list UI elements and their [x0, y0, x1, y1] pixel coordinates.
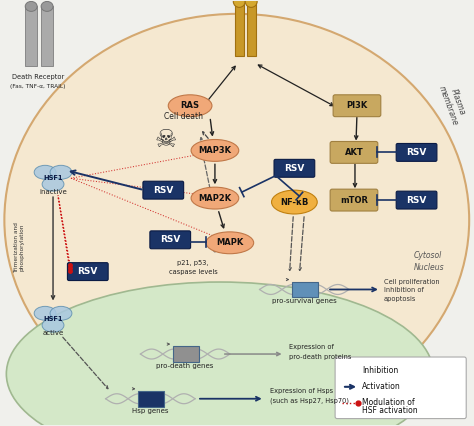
Text: Cell death: Cell death — [164, 112, 203, 121]
Text: p21, p53,: p21, p53, — [177, 260, 209, 266]
Text: (such as Hsp27, Hsp70): (such as Hsp27, Hsp70) — [270, 398, 348, 404]
Ellipse shape — [206, 232, 254, 254]
Text: HSF activation: HSF activation — [362, 406, 418, 415]
Bar — [173, 346, 199, 362]
Text: AKT: AKT — [345, 148, 364, 157]
Text: Hsp genes: Hsp genes — [132, 408, 169, 414]
Bar — [235, 1, 244, 56]
FancyBboxPatch shape — [396, 144, 437, 161]
Text: Death Receptor: Death Receptor — [12, 74, 64, 80]
Text: MAP3K: MAP3K — [199, 146, 231, 155]
FancyBboxPatch shape — [330, 189, 378, 211]
Ellipse shape — [50, 306, 72, 320]
Text: pro-death proteins: pro-death proteins — [290, 354, 352, 360]
Ellipse shape — [245, 0, 257, 7]
Ellipse shape — [34, 165, 56, 179]
Text: RAS: RAS — [181, 101, 200, 110]
Text: Activation: Activation — [362, 382, 401, 391]
Text: Plasma
membrane: Plasma membrane — [437, 81, 470, 127]
Ellipse shape — [191, 187, 239, 209]
Text: Cytosol: Cytosol — [414, 250, 442, 260]
Ellipse shape — [50, 165, 72, 179]
Ellipse shape — [191, 139, 239, 161]
Text: MAP2K: MAP2K — [198, 193, 231, 203]
FancyBboxPatch shape — [333, 95, 381, 117]
FancyBboxPatch shape — [330, 141, 378, 163]
Bar — [292, 282, 318, 297]
Text: pro-survival genes: pro-survival genes — [272, 298, 337, 305]
FancyBboxPatch shape — [274, 159, 315, 177]
Bar — [41, 6, 53, 66]
Text: apoptosis: apoptosis — [384, 296, 416, 302]
FancyBboxPatch shape — [396, 191, 437, 209]
Text: active: active — [42, 330, 64, 336]
Ellipse shape — [42, 318, 64, 332]
Text: Nucleus: Nucleus — [414, 262, 444, 272]
Text: RSV: RSV — [406, 196, 427, 204]
Text: HSF1: HSF1 — [43, 316, 63, 322]
FancyBboxPatch shape — [143, 181, 183, 199]
Ellipse shape — [42, 177, 64, 191]
FancyBboxPatch shape — [67, 263, 108, 281]
Bar — [25, 6, 37, 66]
Ellipse shape — [272, 190, 317, 214]
Text: pro-death genes: pro-death genes — [156, 363, 214, 369]
Text: Modulation of: Modulation of — [362, 398, 415, 407]
Ellipse shape — [168, 95, 212, 117]
Text: PI3K: PI3K — [346, 101, 367, 110]
Text: Cell proliferation: Cell proliferation — [384, 279, 439, 285]
Text: RSV: RSV — [406, 148, 427, 157]
Text: RSV: RSV — [78, 267, 98, 276]
Ellipse shape — [34, 306, 56, 320]
Bar — [246, 1, 255, 56]
Text: RSV: RSV — [160, 235, 181, 245]
Text: RSV: RSV — [153, 186, 173, 195]
Text: NF-κB: NF-κB — [280, 198, 309, 207]
Text: caspase levels: caspase levels — [169, 268, 218, 275]
Ellipse shape — [233, 0, 245, 7]
FancyBboxPatch shape — [150, 231, 191, 249]
Text: mTOR: mTOR — [340, 196, 368, 204]
Text: Inhibition: Inhibition — [362, 366, 398, 375]
Text: inactive: inactive — [39, 189, 67, 195]
Text: MAPK: MAPK — [216, 238, 244, 248]
Text: ☠: ☠ — [154, 129, 176, 153]
FancyBboxPatch shape — [335, 357, 466, 419]
Text: (Fas, TNF-α, TRAIL): (Fas, TNF-α, TRAIL) — [10, 84, 66, 89]
Ellipse shape — [41, 1, 53, 12]
Bar — [138, 391, 164, 407]
Text: Expression of: Expression of — [290, 344, 334, 350]
Ellipse shape — [4, 14, 469, 426]
Text: HSF1: HSF1 — [43, 175, 63, 181]
Text: Expression of Hsps: Expression of Hsps — [270, 388, 333, 394]
Text: Trimerization and
phosphorylation: Trimerization and phosphorylation — [14, 222, 25, 273]
Ellipse shape — [25, 1, 37, 12]
Text: RSV: RSV — [284, 164, 305, 173]
Ellipse shape — [6, 282, 433, 426]
Text: Inhibition of: Inhibition of — [384, 288, 424, 294]
